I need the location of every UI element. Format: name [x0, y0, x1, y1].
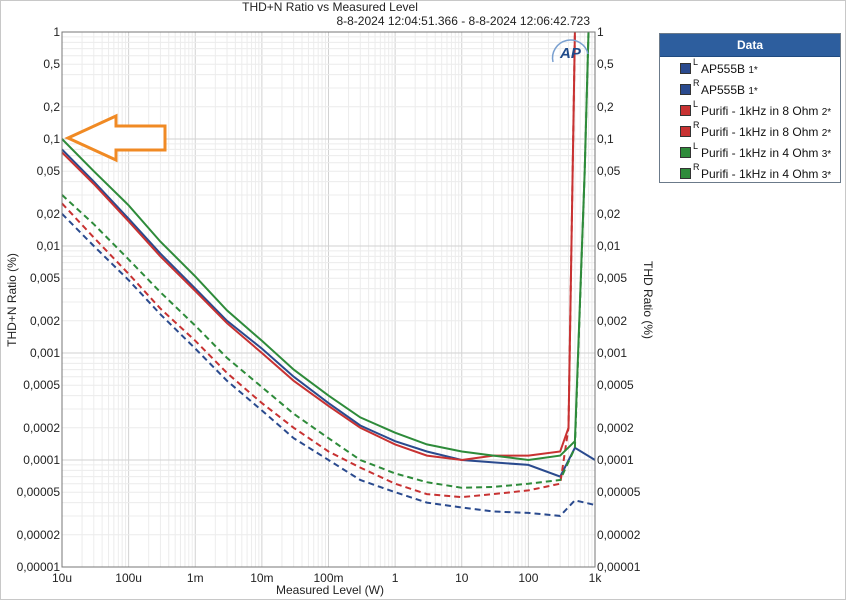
x-tick-label: 10m — [250, 571, 273, 585]
legend-suffix: 3* — [821, 149, 832, 160]
series-line-L-2 — [61, 31, 576, 462]
legend-suffix: 1* — [748, 86, 758, 97]
y2-tick-label: 0,2 — [597, 100, 614, 114]
y-tick-label: 1 — [53, 25, 60, 39]
legend-label: Purifi - 1kHz in 4 Ohm 3* — [701, 146, 832, 160]
legend-suffix: 2* — [821, 128, 832, 139]
tick-labels: 10u 100u 1m 10m 100m 1 10 100 1k0,00001 0,000010,… — [17, 25, 641, 585]
legend-item[interactable]: L AP555B 1* — [660, 57, 840, 78]
y2-tick-label: 0,0005 — [597, 378, 634, 392]
legend-swatch — [680, 105, 691, 116]
chart-title: THD+N Ratio vs Measured Level — [242, 0, 418, 14]
ap-logo: AP — [551, 39, 589, 63]
y2-tick-label: 0,001 — [597, 346, 627, 360]
y2-tick-label: 0,00001 — [597, 560, 641, 574]
y2-tick-label: 0,02 — [597, 207, 621, 221]
grid — [61, 32, 595, 568]
ap-logo-text: AP — [559, 45, 582, 62]
x-tick-label: 1 — [392, 571, 399, 585]
legend-item[interactable]: R AP555B 1* — [660, 78, 840, 99]
x-tick-label: 1m — [187, 571, 204, 585]
series-line-R-2 — [61, 31, 576, 499]
legend-swatch — [680, 84, 691, 95]
legend-item[interactable]: L Purifi - 1kHz in 4 Ohm 3* — [660, 141, 840, 162]
x-tick-label: 100m — [313, 571, 343, 585]
y-axis-label: THD+N Ratio (%) — [5, 253, 19, 347]
x-tick-label: 10 — [455, 571, 469, 585]
y2-tick-label: 0,0001 — [597, 453, 634, 467]
series-line-R-3 — [61, 31, 590, 489]
legend-swatch — [680, 147, 691, 158]
series-lines — [61, 31, 596, 517]
y2-axis-label: THD Ratio (%) — [641, 261, 655, 339]
x-tick-label: 10u — [52, 571, 72, 585]
legend-items: L AP555B 1* R AP555B 1* L Purifi - 1kHz in 8 … — [660, 57, 840, 183]
legend-label: Purifi - 1kHz in 8 Ohm 2* — [701, 125, 832, 139]
legend-swatch — [680, 168, 691, 179]
y-tick-label: 0,2 — [43, 100, 60, 114]
legend-swatch — [680, 63, 691, 74]
series-line-L-3 — [61, 31, 590, 462]
y-tick-label: 0,002 — [30, 314, 60, 328]
legend-channel: L — [693, 57, 699, 67]
y2-tick-label: 0,1 — [597, 132, 614, 146]
legend-swatch — [680, 126, 691, 137]
y2-tick-label: 0,005 — [597, 271, 627, 285]
y2-tick-label: 0,05 — [597, 164, 621, 178]
legend-label: AP555B 1* — [701, 83, 758, 97]
legend-label: Purifi - 1kHz in 4 Ohm 3* — [701, 167, 832, 181]
y2-tick-label: 0,00002 — [597, 528, 641, 542]
x-tick-label: 100u — [115, 571, 142, 585]
y-tick-label: 0,0002 — [23, 421, 60, 435]
y2-tick-label: 0,00005 — [597, 485, 641, 499]
y-tick-label: 0,1 — [43, 132, 60, 146]
legend-channel: R — [693, 120, 700, 130]
y-tick-label: 0,00001 — [17, 560, 61, 574]
y-tick-label: 0,01 — [37, 239, 61, 253]
legend-channel: R — [693, 162, 700, 172]
legend-title: Data — [660, 34, 840, 57]
arrow-annotation — [64, 113, 167, 163]
y-tick-label: 0,05 — [37, 164, 61, 178]
y2-tick-label: 0,5 — [597, 57, 614, 71]
y2-tick-label: 0,0002 — [597, 421, 634, 435]
x-tick-label: 1k — [589, 571, 603, 585]
series-line-R-1 — [61, 213, 596, 517]
y-tick-label: 0,0005 — [23, 378, 60, 392]
y2-tick-label: 0,01 — [597, 239, 621, 253]
legend-suffix: 3* — [821, 170, 832, 181]
y2-tick-label: 0,002 — [597, 314, 627, 328]
legend-item[interactable]: R Purifi - 1kHz in 4 Ohm 3* — [660, 162, 840, 183]
legend-channel: R — [693, 78, 700, 88]
y-tick-label: 0,001 — [30, 346, 60, 360]
legend-item[interactable]: L Purifi - 1kHz in 8 Ohm 2* — [660, 99, 840, 120]
legend-suffix: 2* — [821, 107, 832, 118]
legend-label: AP555B 1* — [701, 62, 758, 76]
legend: Data L AP555B 1* R AP555B 1* L Purifi - 1kHz … — [659, 33, 841, 183]
y-tick-label: 0,02 — [37, 207, 61, 221]
chart-subtitle: 8-8-2024 12:04:51.366 - 8-8-2024 12:06:4… — [336, 14, 590, 28]
y-tick-label: 0,00005 — [17, 485, 61, 499]
x-axis-label: Measured Level (W) — [276, 583, 384, 597]
y-tick-label: 0,00002 — [17, 528, 61, 542]
y-tick-label: 0,5 — [43, 57, 60, 71]
y2-tick-label: 1 — [597, 25, 604, 39]
y-tick-label: 0,0001 — [23, 453, 60, 467]
legend-suffix: 1* — [748, 65, 758, 76]
plot-area-border — [61, 31, 596, 568]
y-tick-label: 0,005 — [30, 271, 60, 285]
legend-channel: L — [693, 141, 699, 151]
series-line-L-1 — [61, 148, 596, 478]
legend-item[interactable]: R Purifi - 1kHz in 8 Ohm 2* — [660, 120, 840, 141]
legend-label: Purifi - 1kHz in 8 Ohm 2* — [701, 104, 832, 118]
legend-channel: L — [693, 99, 699, 109]
x-tick-label: 100 — [518, 571, 538, 585]
